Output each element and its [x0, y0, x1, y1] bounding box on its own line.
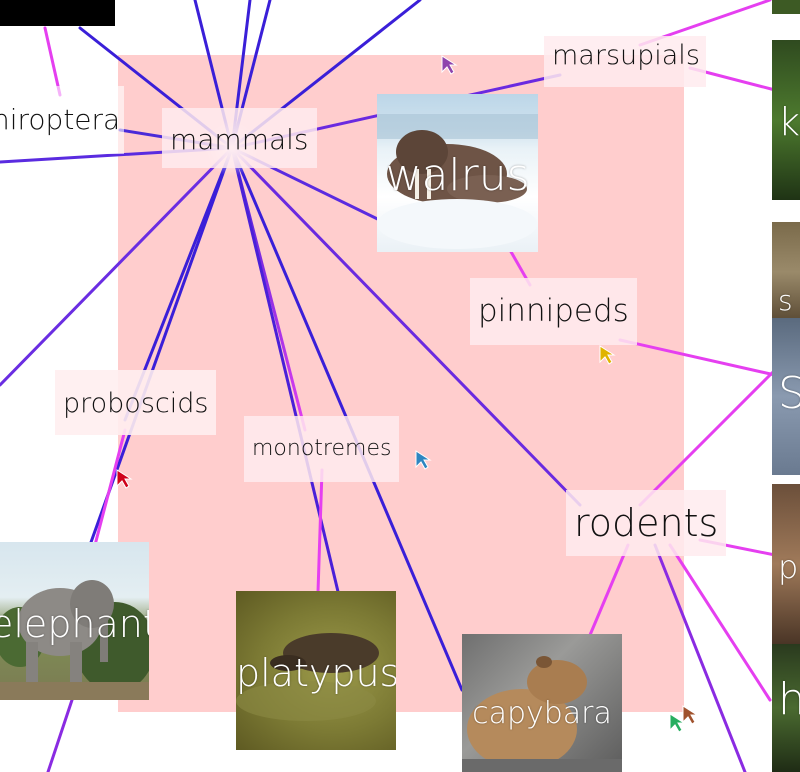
node-proboscids[interactable]: proboscids [55, 370, 217, 435]
image-right-edge-c[interactable]: S [772, 318, 800, 475]
elephant-caption: elephant [0, 602, 149, 646]
right-edge-d-caption: p [778, 548, 799, 586]
right-edge-c-caption: S [778, 368, 800, 419]
edge-mammals-rodents [230, 146, 582, 507]
elephant-picture [0, 580, 149, 700]
edge-mammals-left2 [0, 146, 234, 387]
platypus-caption: platypus [236, 651, 396, 695]
edge-elephant-down [46, 698, 74, 772]
walrus-caption: walrus [385, 150, 530, 201]
edge-rodents-capybara [588, 543, 630, 637]
edge-rodents-right-top [638, 368, 777, 507]
image-right-edge-top [772, 0, 800, 14]
right-edge-b-caption: s [778, 284, 793, 317]
node-marsupials[interactable]: marsupials [544, 36, 706, 87]
platypus-picture [236, 633, 379, 721]
edge-rodents-right-low2 [653, 543, 747, 772]
edge-rodents-right-low1 [668, 543, 772, 702]
black-header-box [0, 0, 115, 26]
blue-cursor-icon[interactable] [414, 449, 434, 471]
node-chiroptera[interactable]: hiroptera [0, 86, 125, 154]
node-mammals[interactable]: mammals [162, 108, 317, 168]
edge-chiroptera-top [43, 26, 62, 97]
capybara-caption: capybara [472, 696, 612, 731]
image-elephant[interactable]: elephant [0, 542, 149, 700]
walrus-picture [377, 114, 538, 249]
red-cursor-icon[interactable] [115, 468, 135, 490]
image-platypus[interactable]: platypus [236, 591, 396, 750]
image-right-edge-a[interactable]: k [772, 40, 800, 200]
edge-mammals-platypus [230, 146, 342, 602]
right-edge-a-caption: k [778, 100, 800, 144]
right-edge-e-caption: h [778, 674, 800, 725]
node-monotremes[interactable]: monotremes [244, 416, 400, 482]
image-right-edge-e[interactable]: h [772, 644, 800, 772]
edge-pinnipeds-right [618, 338, 777, 377]
image-capybara[interactable]: capybara [462, 634, 622, 772]
node-rodents[interactable]: rodents [566, 490, 727, 556]
image-right-edge-d[interactable]: p [772, 484, 800, 644]
node-pinnipeds[interactable]: pinnipeds [470, 278, 637, 345]
edge-monotremes-platypus [316, 468, 324, 594]
image-walrus[interactable]: walrus [377, 94, 538, 252]
capybara-picture [462, 656, 622, 772]
edge-proboscids-elephant [93, 428, 127, 547]
yellow-cursor-icon[interactable] [598, 344, 618, 366]
brown-cursor-icon[interactable] [681, 704, 701, 726]
image-right-edge-b[interactable]: s [772, 222, 800, 322]
green-cursor-icon[interactable] [668, 712, 688, 734]
purple-cursor-icon[interactable] [440, 54, 460, 76]
